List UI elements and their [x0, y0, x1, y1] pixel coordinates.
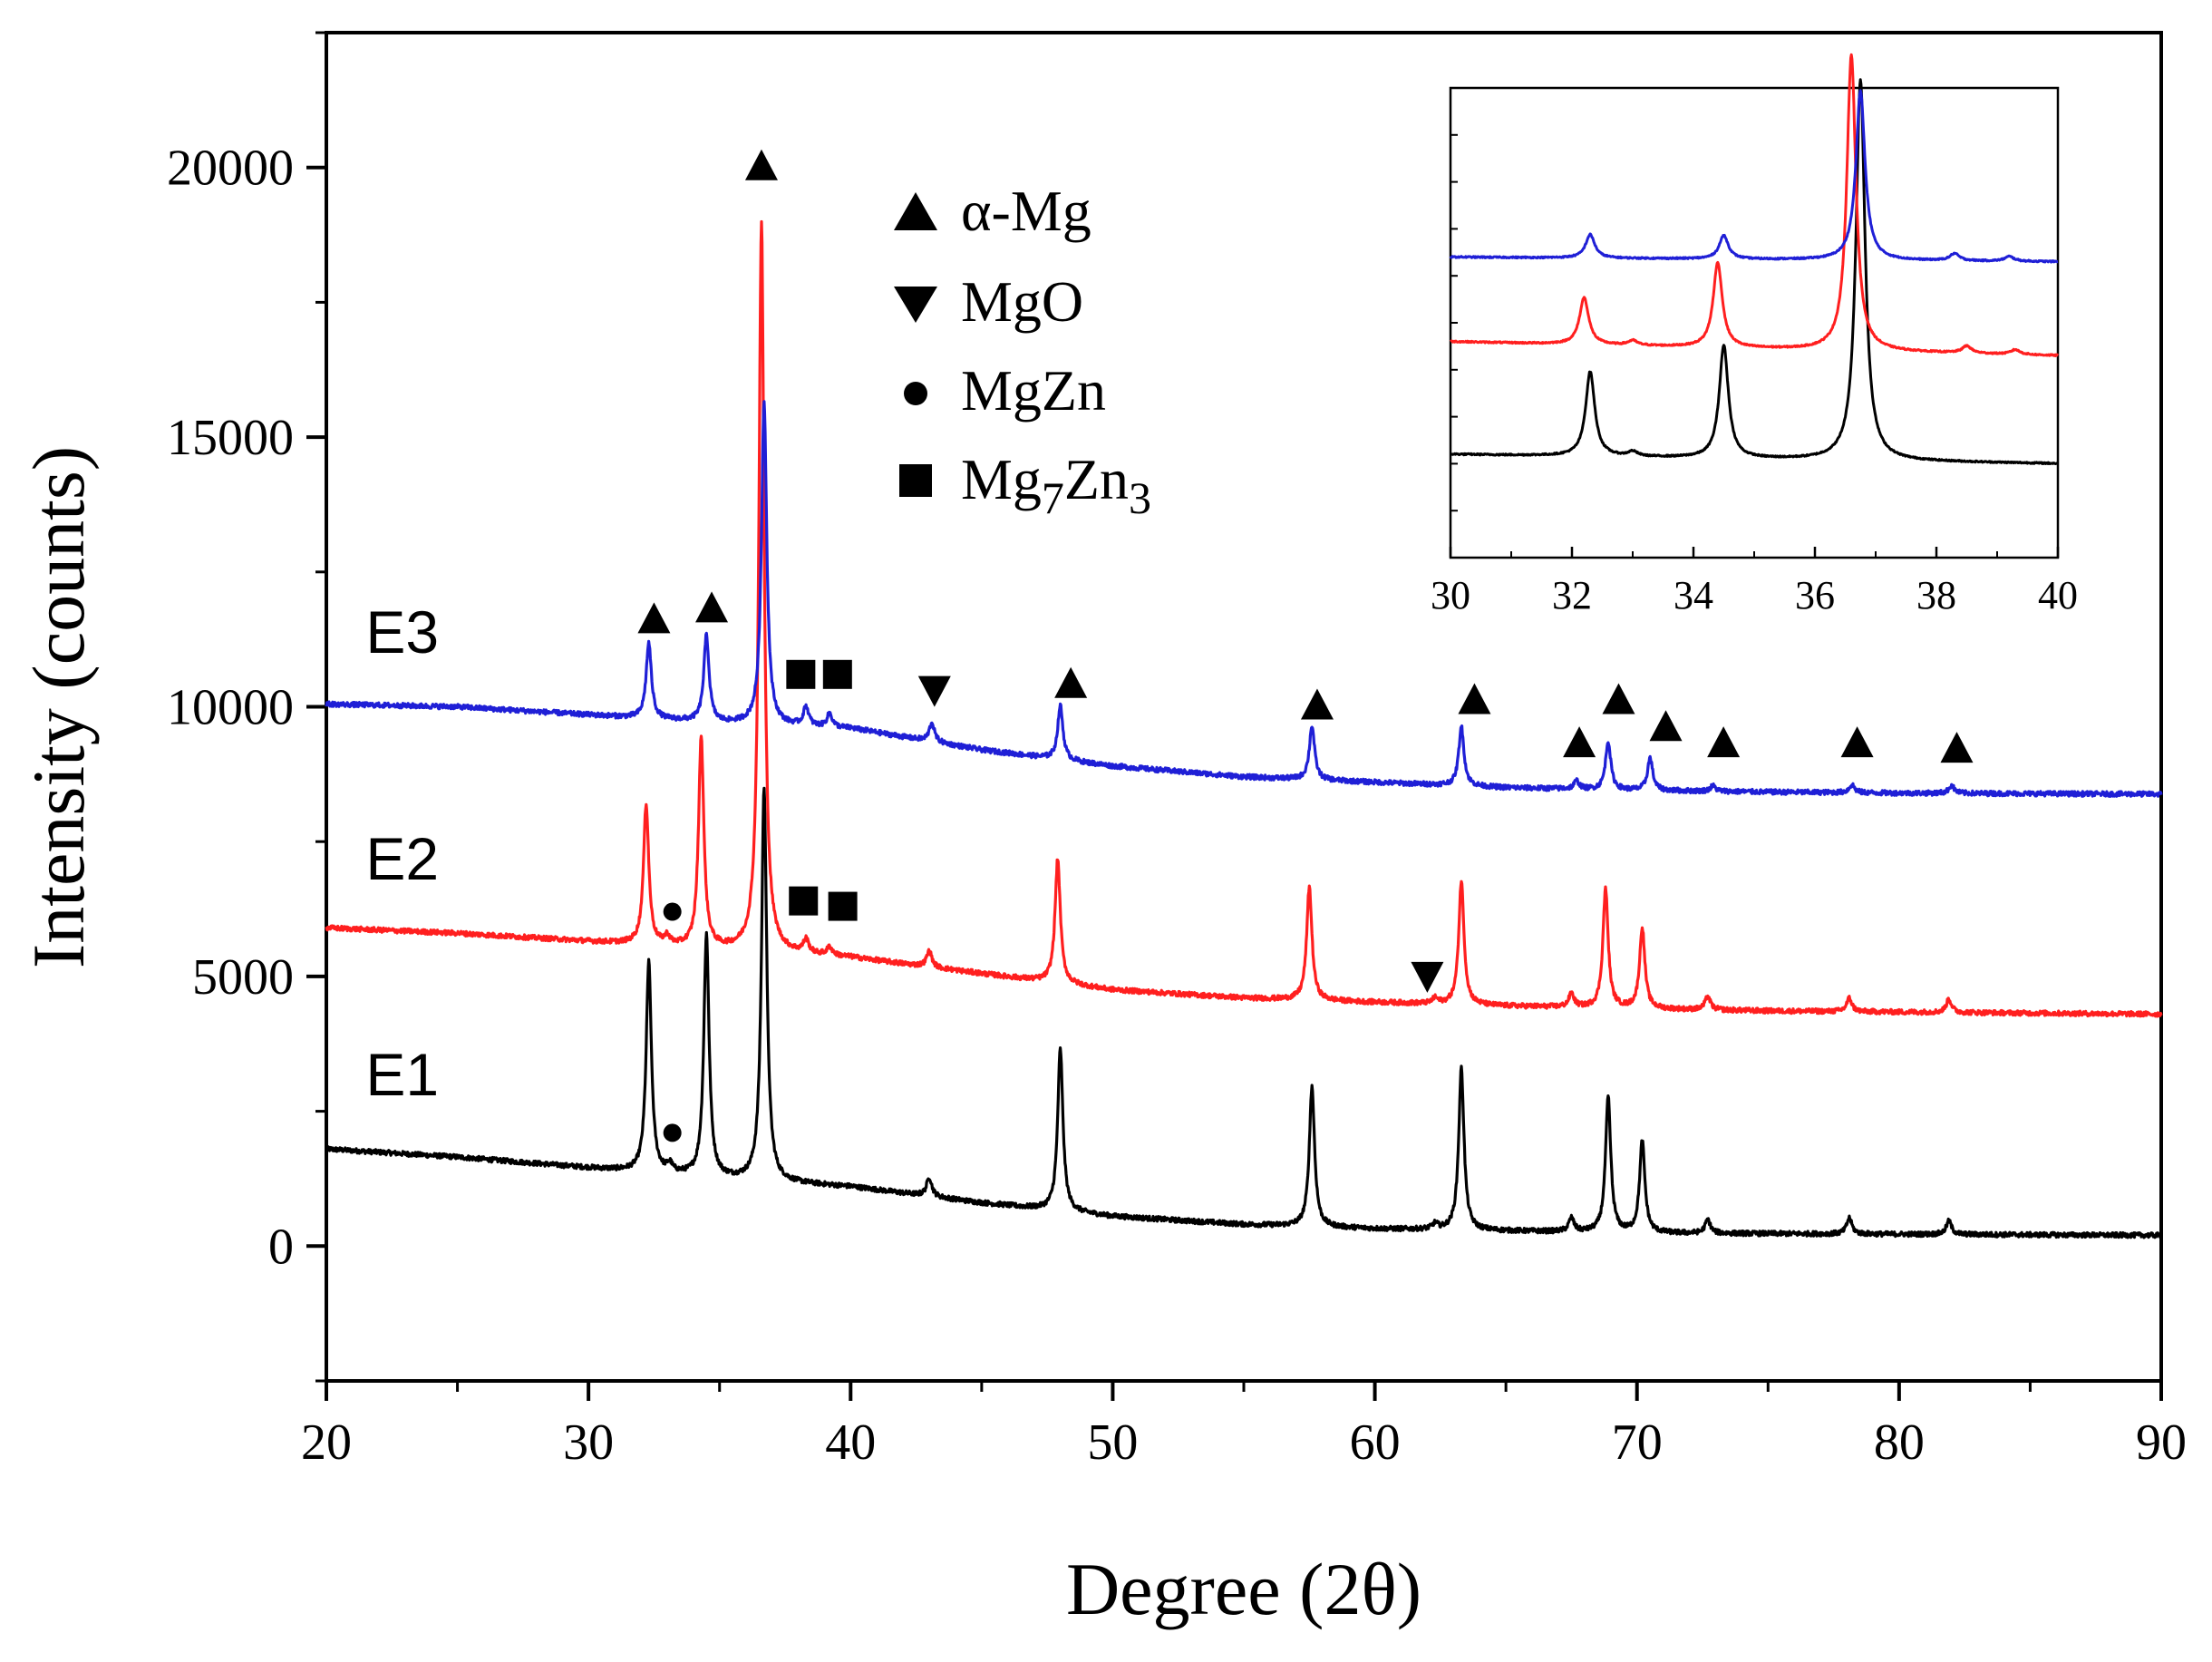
- curve-label-e2: E2: [365, 825, 439, 892]
- y-tick-label: 10000: [167, 680, 294, 736]
- x-tick-label: 30: [563, 1414, 614, 1471]
- inset-x-tick-label: 38: [1916, 573, 1956, 617]
- phase-marker-triangle-up: [1707, 726, 1741, 758]
- y-axis-title: Intensity (counts): [17, 446, 100, 968]
- phase-marker-square: [786, 659, 816, 689]
- phase-marker-triangle-up: [637, 602, 671, 634]
- phase-marker-triangle-down: [1411, 961, 1444, 993]
- x-tick-label: 40: [825, 1414, 876, 1471]
- legend-marker-circle: [904, 382, 927, 405]
- phase-marker-square: [789, 886, 819, 916]
- curve-label-e1: E1: [365, 1041, 439, 1108]
- y-tick-label: 20000: [167, 141, 294, 197]
- x-tick-label: 50: [1087, 1414, 1138, 1471]
- phase-marker-triangle-up: [1602, 683, 1635, 714]
- inset-line-e2: [1450, 53, 2060, 357]
- curve-labels: E3 E2 E1: [365, 598, 439, 1108]
- phase-marker-triangle-down: [917, 675, 951, 707]
- legend-item-mgzn: MgZn: [904, 358, 1106, 423]
- phase-marker-triangle-up: [1840, 726, 1874, 758]
- inset-x-axis-ticks: 30 32 34 36 38 40: [1431, 133, 2078, 617]
- inset-frame: [1449, 86, 2060, 559]
- series-line-e1: [325, 786, 2163, 1239]
- y-tick-label: 15000: [167, 410, 294, 466]
- phase-marker-triangle-up: [1940, 732, 1974, 763]
- legend: α-Mg MgO MgZn Mg7Zn3: [894, 179, 1151, 523]
- legend-marker-triangle-up: [894, 192, 937, 230]
- inset-x-tick-label: 34: [1674, 573, 1713, 617]
- legend-item-alpha-mg: α-Mg: [894, 179, 1091, 243]
- y-tick-label: 5000: [192, 949, 294, 1006]
- inset-x-tick-label: 40: [2038, 573, 2078, 617]
- series-line-e3: [325, 400, 2163, 798]
- x-axis-ticks: 20 30 40 50 60 70 80 90: [301, 1381, 2187, 1471]
- x-tick-label: 20: [301, 1414, 352, 1471]
- phase-marker-triangle-up: [1300, 688, 1334, 720]
- phase-markers: [637, 149, 1974, 1142]
- curve-label-e3: E3: [365, 598, 439, 666]
- legend-label: MgO: [961, 269, 1083, 334]
- phase-marker-triangle-up: [1563, 726, 1596, 758]
- phase-marker-circle: [663, 902, 682, 921]
- y-axis-ticks: 0 5000 10000 15000 20000: [167, 31, 326, 1383]
- legend-marker-triangle-down: [894, 287, 937, 323]
- x-tick-label: 70: [1612, 1414, 1663, 1471]
- x-tick-label: 90: [2136, 1414, 2187, 1471]
- legend-item-mg7zn3: Mg7Zn3: [899, 447, 1151, 523]
- inset-x-tick-label: 30: [1431, 573, 1470, 617]
- inset-x-tick-label: 36: [1795, 573, 1835, 617]
- x-axis-title: Degree (2θ): [1066, 1548, 1421, 1630]
- legend-label: α-Mg: [961, 179, 1091, 243]
- legend-item-mgo: MgO: [894, 269, 1083, 334]
- phase-marker-triangle-up: [1458, 683, 1491, 714]
- phase-marker-triangle-up: [744, 149, 778, 180]
- phase-marker-triangle-up: [695, 591, 729, 623]
- inset-series-group: [1449, 53, 2060, 465]
- y-tick-label: 0: [268, 1219, 294, 1275]
- phase-marker-square: [828, 891, 858, 921]
- inset-plot: 30 32 34 36 38 40: [1431, 53, 2078, 617]
- legend-marker-square: [899, 464, 932, 497]
- phase-marker-triangle-up: [1054, 666, 1088, 698]
- x-tick-label: 80: [1874, 1414, 1925, 1471]
- series-group: [325, 219, 2163, 1239]
- inset-x-tick-label: 32: [1552, 573, 1592, 617]
- phase-marker-triangle-up: [1649, 710, 1683, 742]
- x-tick-label: 60: [1350, 1414, 1401, 1471]
- legend-label: Mg7Zn3: [961, 447, 1151, 523]
- series-line-e2: [325, 219, 2163, 1018]
- inset-line-e3: [1449, 89, 2059, 264]
- inset-line-e1: [1450, 78, 2059, 465]
- phase-marker-square: [822, 659, 852, 689]
- phase-marker-circle: [663, 1123, 682, 1142]
- legend-label: MgZn: [961, 358, 1106, 423]
